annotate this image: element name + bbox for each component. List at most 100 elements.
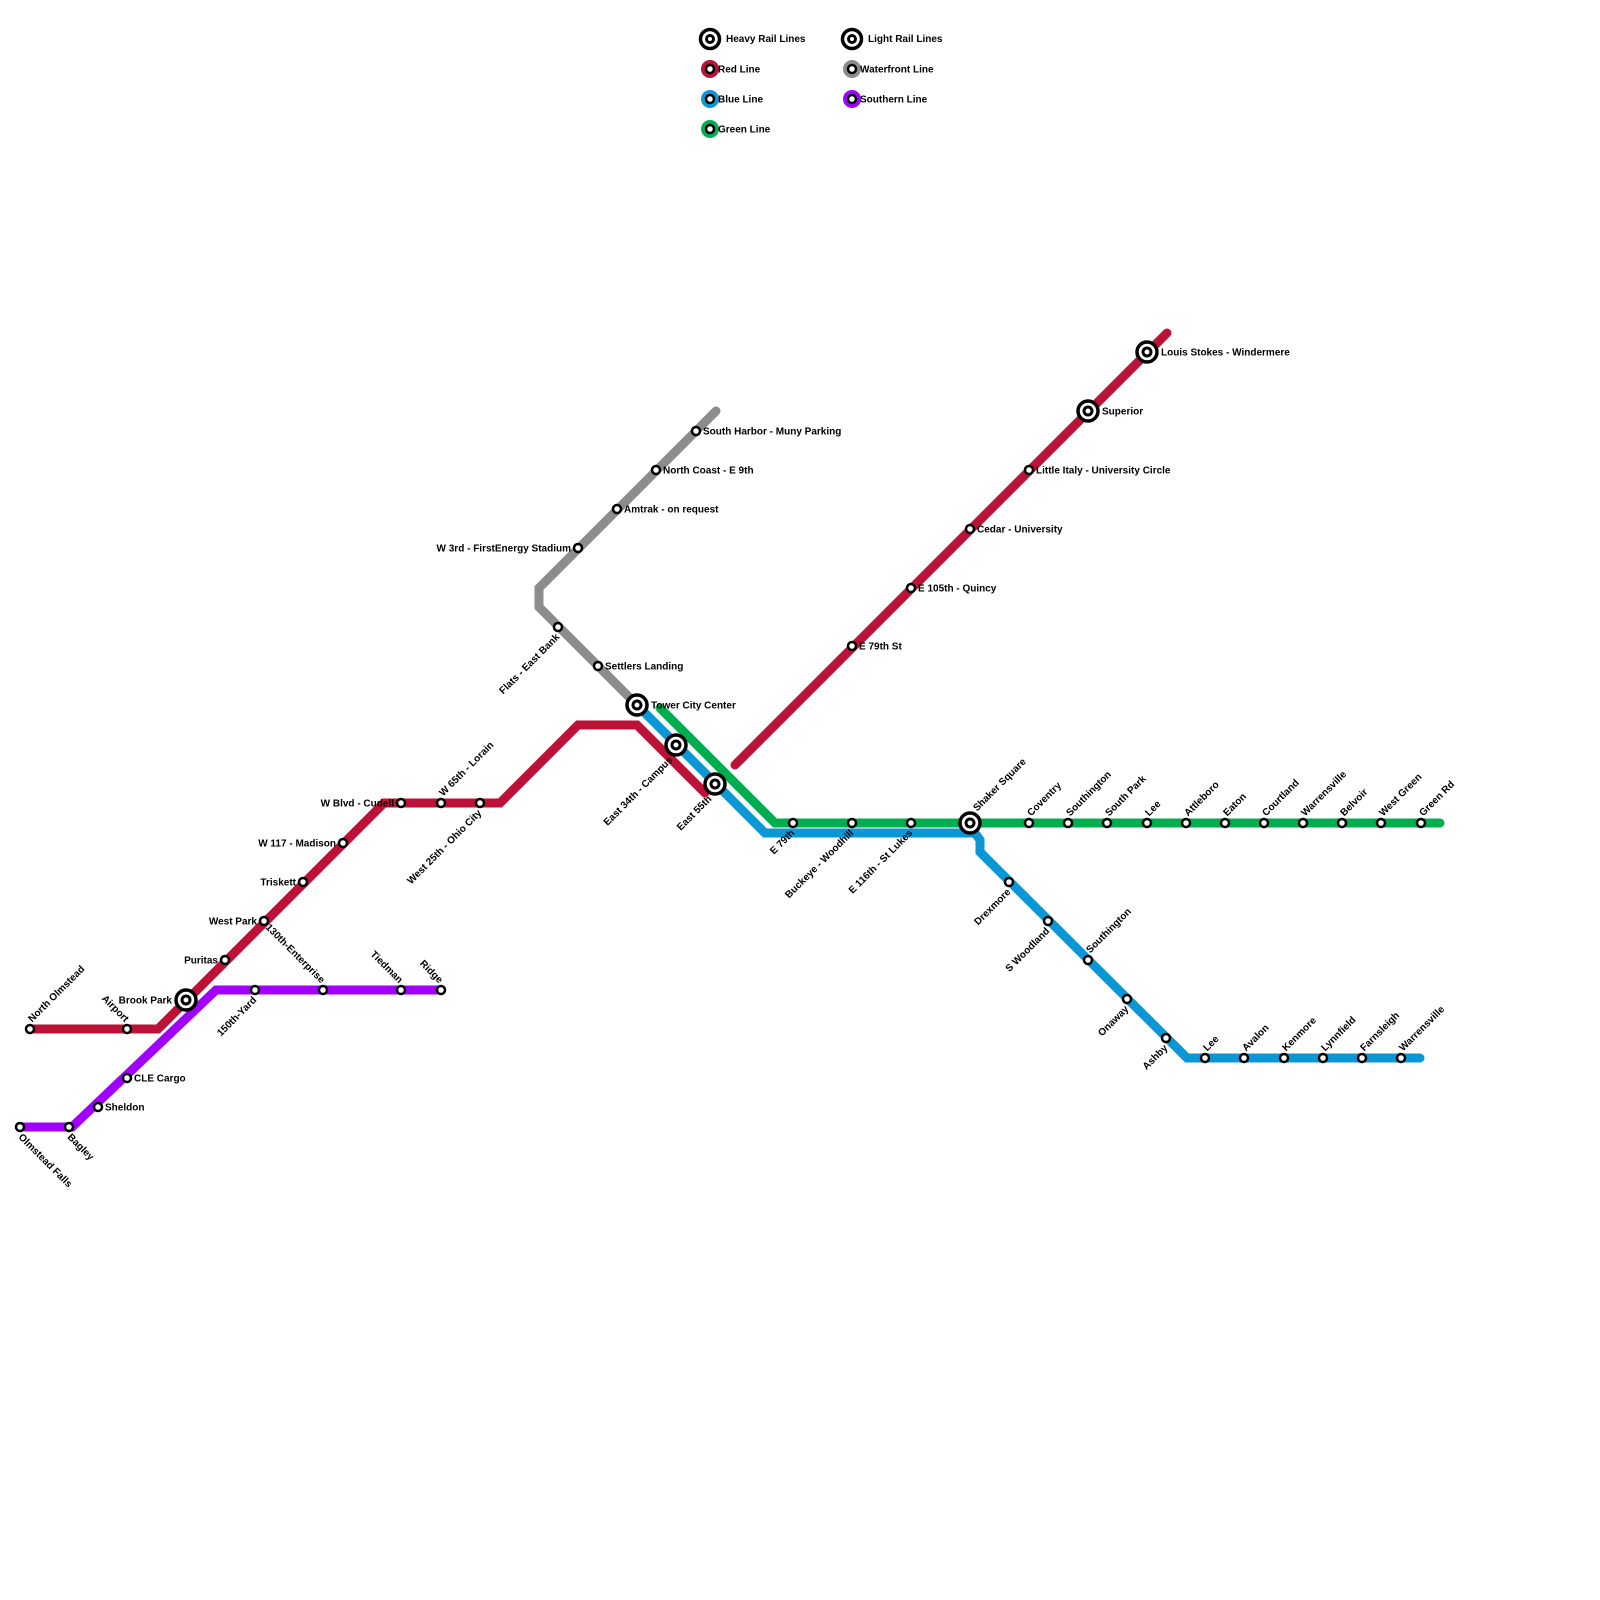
station-e-105th-quincy[interactable]: E 105th - Quincy [905,582,997,595]
station-w-3rd-firstenergy-stadium[interactable]: W 3rd - FirstEnergy Stadium [437,542,584,555]
station-icon [337,837,349,849]
station-olmstead-falls[interactable]: Olmstead Falls [14,1121,74,1190]
station-label: E 79th St [859,642,902,653]
station-icon [1199,1052,1211,1064]
southern-line-legend-station-icon [846,93,858,105]
station-icon [1141,817,1153,829]
station-superior[interactable]: Superior [1076,399,1143,423]
station-label: Southington [1084,906,1133,955]
station-icon [121,1072,133,1084]
station-cle-cargo[interactable]: CLE Cargo [121,1072,186,1085]
station-label: Lee [1201,1033,1221,1053]
station-icon [14,1121,26,1133]
station-icon [846,640,858,652]
station-label: Green Rd [1417,779,1457,819]
station-onaway[interactable]: Onaway [1096,993,1133,1039]
station-label: Shaker Square [971,756,1029,814]
station-label: East 55th [675,794,714,833]
heavy-rail-icon-inner [705,34,715,44]
station-label: Superior [1102,407,1143,418]
station-brook-park[interactable]: Brook Park [119,988,198,1012]
station-icon [435,797,447,809]
station-icon [964,523,976,535]
station-icon [690,425,702,437]
station-label: Courtland [1260,778,1301,819]
station-icon [1023,817,1035,829]
station-label: Triskett [260,878,296,889]
station-amtrak-on-request[interactable]: Amtrak - on request [611,503,719,516]
station-icon [1238,1052,1250,1064]
station-icon [1297,817,1309,829]
station-label: W Blvd - Cudell [321,799,395,810]
station-icon [1062,817,1074,829]
station-sheldon[interactable]: Sheldon [92,1101,144,1114]
station-triskett[interactable]: Triskett [260,876,309,889]
station-cedar-university[interactable]: Cedar - University [964,523,1063,536]
station-puritas[interactable]: Puritas [184,954,231,967]
station-bagley[interactable]: Bagley [63,1121,96,1163]
red-line-route [730,328,1172,770]
station-label: 130th-Enterprise [263,922,327,986]
station-icon [650,464,662,476]
station-w-blvd-cudell[interactable]: W Blvd - Cudell [321,797,407,810]
station-label: Flats - East Bank [497,632,562,697]
light-rail-icon-inner [847,34,857,44]
station-icon [1336,817,1348,829]
station-icon [435,984,447,996]
station-icon [258,915,270,927]
station-flats-east-bank[interactable]: Flats - East Bank [497,621,564,697]
station-icon [121,1023,133,1035]
station-east-34th-campus[interactable]: East 34th - Campus [602,733,688,828]
station-southington[interactable]: Southington [1082,906,1134,966]
green-line-legend-station-icon [704,123,716,135]
station-icon [611,503,623,515]
station-north-olmstead[interactable]: North Olmstead [24,964,87,1035]
station-w-65th-lorain[interactable]: W 65th - Lorain [435,740,496,809]
station-label: Coventry [1025,780,1064,819]
station-little-italy-university-circle[interactable]: Little Italy - University Circle [1023,464,1171,477]
station-label: Drexmore [972,887,1013,928]
station-label: Louis Stokes - Windermere [1161,348,1290,359]
station-icon [1101,817,1113,829]
station-icon [1356,1052,1368,1064]
station-icon [395,984,407,996]
station-north-coast-e-9th[interactable]: North Coast - E 9th [650,464,754,477]
station-louis-stokes-windermere[interactable]: Louis Stokes - Windermere [1135,340,1290,364]
interchange-station-inner-icon [1141,346,1153,358]
station-label: Belvoir [1338,787,1370,819]
station-label: Lynnfield [1319,1015,1358,1054]
interchange-station-inner-icon [180,994,192,1006]
station-label: Eaton [1221,791,1248,818]
station-icon [1395,1052,1407,1064]
station-drexmore[interactable]: Drexmore [972,876,1015,928]
station-west-25th-ohio-city[interactable]: West 25th - Ohio City [405,797,486,887]
legend-waterfront-line-label: Waterfront Line [860,65,934,76]
station-icon [249,984,261,996]
station-icon [1180,817,1192,829]
station-icon [63,1121,75,1133]
station-label: Little Italy - University Circle [1036,466,1171,477]
station-settlers-landing[interactable]: Settlers Landing [592,660,683,673]
station-icon [1375,817,1387,829]
legend-red-line-label: Red Line [718,65,761,76]
station-w-117-madison[interactable]: W 117 - Madison [258,837,349,850]
station-icon [787,817,799,829]
station-130th-enterprise[interactable]: 130th-Enterprise [263,922,329,996]
station-icon [1415,817,1427,829]
station-icon [395,797,407,809]
station-icon [905,817,917,829]
station-icon [219,954,231,966]
station-south-harbor-muny-parking[interactable]: South Harbor - Muny Parking [690,425,841,438]
station-label: Amtrak - on request [624,505,719,516]
station-label: Tiedman [368,949,405,986]
station-tower-city-center[interactable]: Tower City Center [625,693,736,717]
station-icon [552,621,564,633]
station-s-woodland[interactable]: S Woodland [1004,915,1054,974]
station-ashby[interactable]: Ashby [1141,1032,1172,1072]
station-icon [92,1101,104,1113]
interchange-station-inner-icon [964,817,976,829]
station-e-79th-st[interactable]: E 79th St [846,640,902,653]
station-warrensville[interactable]: Warrensville [1395,1004,1447,1064]
station-west-park[interactable]: West Park [209,915,270,928]
